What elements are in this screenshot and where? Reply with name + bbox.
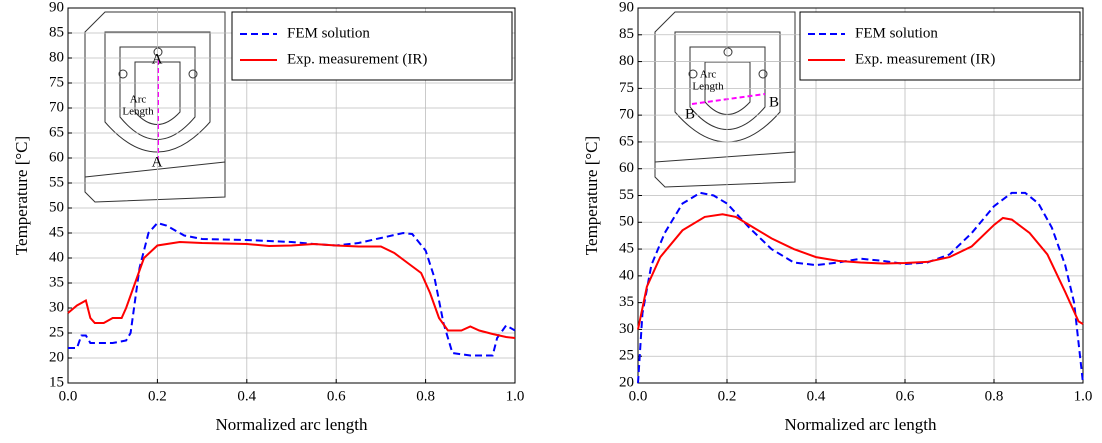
y-tick-label: 30 (619, 321, 634, 337)
y-tick-label: 15 (49, 374, 64, 390)
y-tick-label: 45 (619, 241, 634, 257)
annotation: A (152, 154, 163, 170)
x-tick-label: 0.8 (416, 388, 435, 404)
annotation: A (152, 51, 163, 67)
y-tick-label: 35 (619, 294, 634, 310)
y-tick-label: 45 (49, 224, 64, 240)
y-tick-label: 55 (619, 187, 634, 203)
annotation: Arc (130, 94, 147, 106)
legend-label: FEM solution (287, 25, 370, 41)
y-tick-label: 65 (49, 124, 64, 140)
legend-label: Exp. measurement (IR) (287, 51, 427, 67)
y-tick-label: 40 (619, 267, 634, 283)
x-axis-label: Normalized arc length (216, 415, 368, 434)
y-tick-label: 25 (49, 324, 64, 340)
data-line (68, 221, 516, 357)
y-tick-label: 70 (49, 99, 64, 115)
y-tick-label: 65 (619, 133, 634, 149)
x-tick-label: 1.0 (1074, 388, 1093, 404)
x-tick-label: 0.6 (327, 388, 346, 404)
annotation: Length (692, 81, 724, 93)
x-tick-label: 1.0 (506, 388, 525, 404)
y-tick-label: 85 (49, 24, 64, 40)
y-tick-label: 80 (49, 49, 64, 65)
y-tick-label: 50 (619, 214, 634, 230)
y-tick-label: 90 (49, 0, 64, 15)
y-tick-label: 80 (619, 53, 634, 69)
inset-left (84, 11, 226, 203)
y-tick-label: 75 (619, 80, 634, 96)
x-tick-label: 0.4 (237, 388, 256, 404)
annotation: Arc (700, 69, 717, 81)
x-tick-label: 0.0 (629, 388, 648, 404)
x-tick-label: 0.2 (718, 388, 737, 404)
y-axis-label: Temperature [°C] (582, 136, 601, 255)
y-tick-label: 60 (619, 160, 634, 176)
annotation: Length (122, 106, 154, 118)
legend-label: FEM solution (855, 25, 938, 41)
legend-box (231, 11, 513, 81)
x-tick-label: 0.4 (807, 388, 826, 404)
y-tick-label: 55 (49, 174, 64, 190)
x-tick-label: 0.6 (896, 388, 915, 404)
y-tick-label: 25 (619, 348, 634, 364)
y-tick-label: 60 (49, 149, 64, 165)
y-tick-label: 20 (49, 349, 64, 365)
y-tick-label: 50 (49, 199, 64, 215)
annotation: B (685, 106, 695, 122)
annotation: B (769, 94, 779, 110)
y-axis-label: Temperature [°C] (12, 136, 31, 255)
x-tick-label: 0.8 (985, 388, 1004, 404)
x-tick-label: 0.2 (148, 388, 167, 404)
plot-frame (67, 7, 516, 384)
plot-frame (637, 7, 1084, 384)
legend-label: Exp. measurement (IR) (855, 51, 995, 67)
y-tick-label: 20 (619, 374, 634, 390)
data-line (637, 191, 1084, 384)
y-tick-label: 40 (49, 249, 64, 265)
legend-box (799, 11, 1081, 81)
x-tick-label: 0.0 (59, 388, 78, 404)
y-tick-label: 85 (619, 26, 634, 42)
x-axis-label: Normalized arc length (785, 415, 937, 434)
y-tick-label: 70 (619, 107, 634, 123)
y-tick-label: 90 (619, 0, 634, 15)
y-tick-label: 35 (49, 274, 64, 290)
y-tick-label: 75 (49, 74, 64, 90)
data-line (67, 240, 516, 339)
data-line (637, 213, 1084, 330)
y-tick-label: 30 (49, 299, 64, 315)
